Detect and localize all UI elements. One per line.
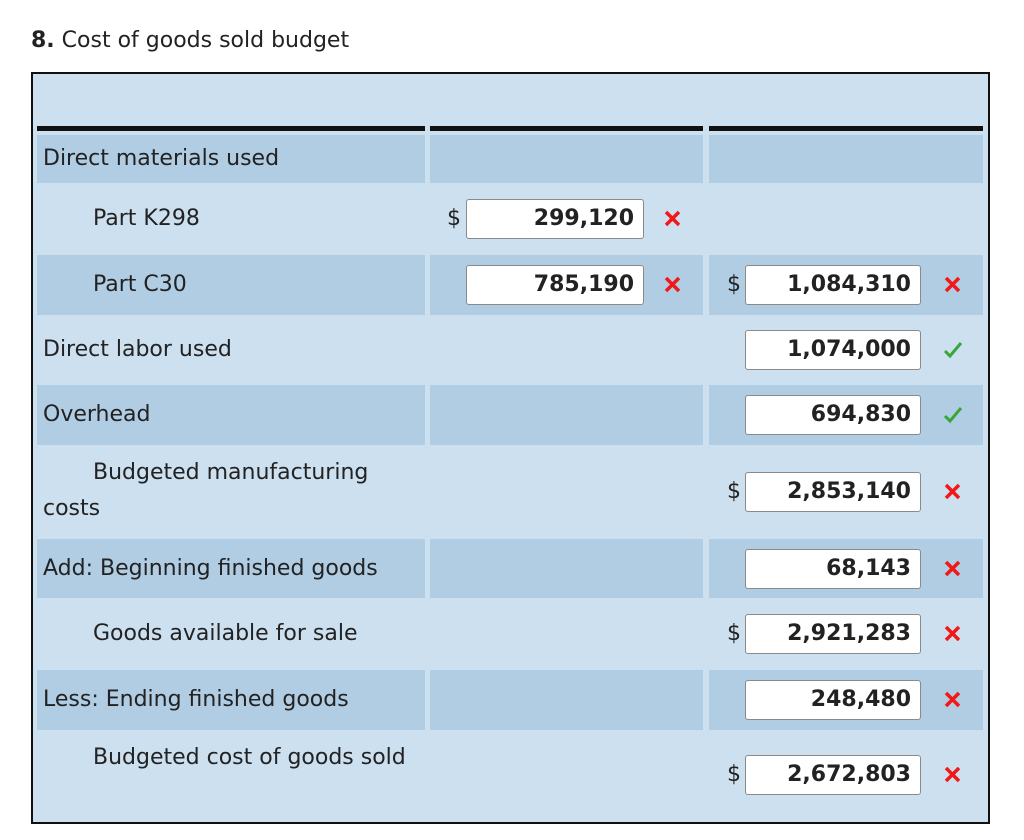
incorrect-icon [664,276,681,293]
icon-stroke [944,691,961,708]
incorrect-icon [944,276,961,293]
correct-icon [943,407,963,424]
incorrect-icon [944,483,961,500]
answer-input[interactable]: 248,480 [745,680,921,720]
icon-stroke [943,342,963,359]
currency-sign: $ [727,272,741,297]
row-label: Direct materials used [43,146,280,171]
heading: 8. Cost of goods sold budget [31,28,349,53]
table-cell [37,385,425,445]
header-rule [430,126,703,131]
table-cell [37,539,425,598]
icon-stroke [944,625,961,642]
icon-stroke [944,766,961,783]
answer-input[interactable]: 299,120 [466,199,644,239]
currency-sign: $ [447,206,461,231]
table-cell [430,670,703,730]
correct-icon [943,342,963,359]
row-label: Direct labor used [43,337,232,362]
row-label: Budgeted manufacturing costs [43,460,369,521]
header-rule [37,126,425,131]
answer-input[interactable]: 785,190 [466,265,644,305]
row-label: Less: Ending finished goods [43,687,349,712]
icon-stroke [943,407,963,424]
table-cell [37,255,425,315]
answer-input[interactable]: 1,084,310 [745,265,921,305]
row-label: Add: Beginning finished goods [43,555,378,581]
row-label: Goods available for sale [93,621,358,646]
row-label: Part C30 [93,272,187,297]
icon-stroke [944,483,961,500]
incorrect-icon [944,766,961,783]
heading-number: 8. [31,28,55,53]
icon-stroke [944,560,961,576]
currency-sign: $ [727,762,741,787]
row-label: Part K298 [93,206,200,231]
table-cell [37,135,425,183]
answer-input[interactable]: 2,853,140 [745,472,921,512]
answer-input[interactable]: 1,074,000 [745,330,921,370]
answer-input[interactable]: 694,830 [745,395,921,435]
table-cell [709,135,983,183]
table-cell [37,670,425,730]
heading-text: Cost of goods sold budget [61,28,350,53]
icon-stroke [944,276,961,293]
incorrect-icon [944,560,961,576]
incorrect-icon [944,691,961,708]
incorrect-icon [944,625,961,642]
icon-stroke [664,210,681,227]
answer-input[interactable]: 2,672,803 [745,755,921,795]
currency-sign: $ [727,479,741,504]
incorrect-icon [664,210,681,227]
answer-input[interactable]: 68,143 [745,548,921,589]
row-label: Overhead [43,402,151,427]
header-rule [709,126,983,131]
table-cell [430,385,703,445]
answer-input[interactable]: 2,921,283 [745,614,921,654]
icon-stroke [664,276,681,293]
row-label: Budgeted cost of goods sold [93,745,406,770]
table-cell [430,135,703,183]
table-cell [430,539,703,598]
currency-sign: $ [727,621,741,646]
